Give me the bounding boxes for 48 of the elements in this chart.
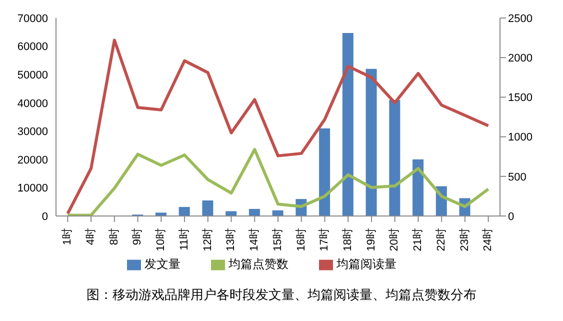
x-tick-label: 10时 (154, 228, 168, 252)
y2-tick-label: 0 (508, 210, 514, 223)
line-series (66, 148, 490, 216)
line-series (66, 38, 490, 216)
y-tick-label: 10000 (17, 182, 48, 195)
y-tick-label: 60000 (17, 41, 48, 54)
bar (248, 208, 260, 216)
bar (319, 128, 330, 216)
bar (178, 206, 190, 216)
y-tick-label: 0 (42, 210, 48, 223)
x-tick-label: 20时 (388, 228, 401, 252)
bar (342, 32, 354, 216)
legend-label: 均篇阅读量 (336, 257, 396, 271)
x-tick-label: 14时 (248, 228, 261, 252)
x-tick-label: 9时 (130, 228, 144, 246)
x-tick-label: 21时 (411, 228, 424, 252)
x-tick-label: 23时 (458, 228, 471, 252)
x-tick-label: 1时 (60, 228, 74, 246)
bar (202, 200, 214, 216)
y2-tick-label: 1000 (508, 132, 532, 144)
y2-tick-label: 2000 (508, 52, 532, 65)
x-tick-label: 12时 (200, 228, 214, 252)
x-tick-label: 19时 (364, 228, 378, 252)
x-tick-label: 16时 (294, 228, 308, 252)
y-tick-label: 40000 (17, 98, 48, 110)
y-tick-label: 30000 (17, 126, 48, 138)
y2-tick-label: 1500 (508, 92, 532, 104)
x-tick-label: 24时 (481, 228, 494, 252)
bar (366, 68, 377, 216)
x-tick-label: 22时 (434, 228, 448, 252)
y-tick-label: 50000 (17, 69, 48, 82)
bar (389, 100, 400, 216)
x-tick-label: 15时 (270, 228, 284, 252)
y-tick-label: 20000 (17, 154, 48, 166)
text: 图：移动游戏品牌用户各时段发文量、均篇阅读量、均篇点赞数分布 (86, 287, 478, 304)
y-tick-label: 70000 (17, 12, 48, 25)
x-tick-label: 4时 (84, 228, 97, 246)
bar (412, 159, 424, 216)
x-tick-label: 17时 (318, 228, 331, 252)
legend-label: 均篇点赞数 (228, 257, 288, 271)
x-tick-label: 11时 (177, 228, 190, 250)
bar (226, 211, 237, 216)
x-tick-label: 13时 (224, 228, 238, 252)
x-tick-label: 18时 (341, 228, 354, 252)
y2-tick-label: 500 (508, 171, 526, 184)
legend-label: 发文量 (144, 257, 180, 271)
x-tick-label: 8时 (107, 228, 120, 246)
y2-tick-label: 2500 (508, 12, 532, 25)
